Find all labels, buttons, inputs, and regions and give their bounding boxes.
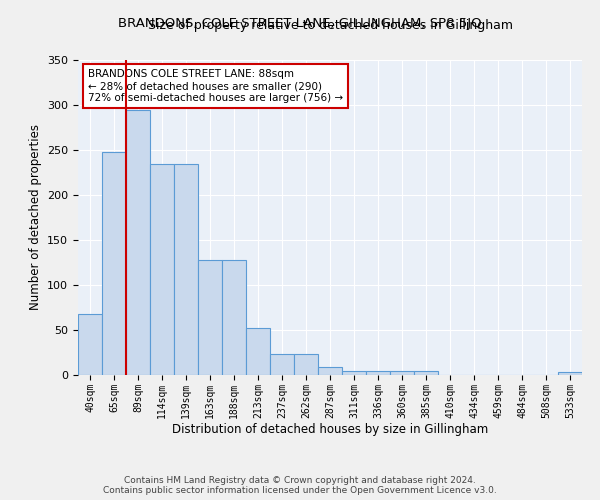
Bar	[294, 354, 318, 375]
Bar	[198, 260, 222, 375]
Bar	[102, 152, 126, 375]
Bar	[318, 367, 342, 375]
Bar	[126, 110, 150, 375]
Text: Contains HM Land Registry data © Crown copyright and database right 2024.
Contai: Contains HM Land Registry data © Crown c…	[103, 476, 497, 495]
Bar	[270, 354, 294, 375]
Bar	[366, 370, 390, 375]
Bar	[558, 372, 582, 375]
Bar	[150, 164, 174, 375]
Text: BRANDONS, COLE STREET LANE, GILLINGHAM, SP8 5JQ: BRANDONS, COLE STREET LANE, GILLINGHAM, …	[118, 18, 482, 30]
Title: Size of property relative to detached houses in Gillingham: Size of property relative to detached ho…	[148, 20, 512, 32]
Bar	[174, 164, 198, 375]
Bar	[222, 260, 246, 375]
Bar	[78, 314, 102, 375]
X-axis label: Distribution of detached houses by size in Gillingham: Distribution of detached houses by size …	[172, 424, 488, 436]
Bar	[414, 372, 438, 375]
Bar	[342, 370, 366, 375]
Bar	[390, 372, 414, 375]
Bar	[246, 328, 270, 375]
Y-axis label: Number of detached properties: Number of detached properties	[29, 124, 41, 310]
Text: BRANDONS COLE STREET LANE: 88sqm
← 28% of detached houses are smaller (290)
72% : BRANDONS COLE STREET LANE: 88sqm ← 28% o…	[88, 70, 343, 102]
